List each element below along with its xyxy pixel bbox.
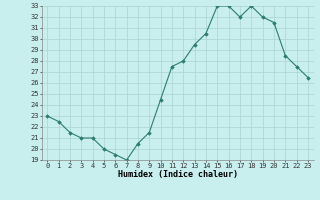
X-axis label: Humidex (Indice chaleur): Humidex (Indice chaleur) xyxy=(118,170,237,179)
